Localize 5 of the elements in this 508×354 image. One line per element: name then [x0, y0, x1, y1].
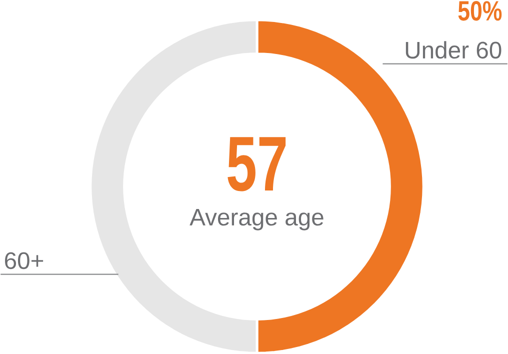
text: 57 — [228, 137, 286, 192]
slice-label: Under 60 — [406, 40, 502, 58]
data-label: 50% — [458, 0, 502, 21]
text: Average age — [190, 208, 324, 230]
slice-label: 60+ — [5, 252, 44, 269]
